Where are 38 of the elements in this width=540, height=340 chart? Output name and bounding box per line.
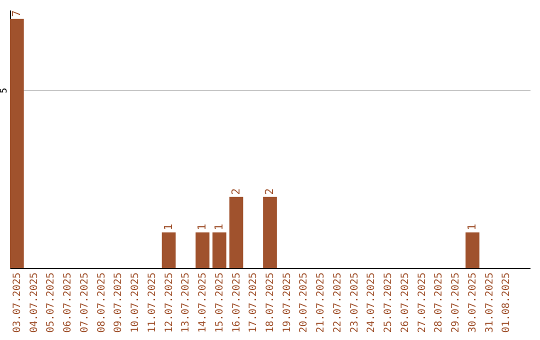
x-tick-label: 05.07.2025: [46, 272, 57, 333]
x-tick-label: 29.07.2025: [450, 272, 462, 333]
x-tick-label: 20.07.2025: [298, 272, 310, 333]
data-label: 2: [229, 188, 242, 195]
x-tick-label: 26.07.2025: [400, 272, 411, 333]
x-tick-label: 09.07.2025: [113, 272, 124, 333]
x-tick-label: 14.07.2025: [198, 272, 209, 333]
x-tick-label: 17.07.2025: [248, 272, 260, 333]
data-label: 1: [465, 224, 478, 230]
y-tick-label: 5: [0, 88, 10, 94]
x-tick-label: 24.07.2025: [366, 272, 378, 333]
data-label: 1: [162, 224, 175, 230]
data-label: 1: [196, 224, 209, 230]
x-tick-label: 13.07.2025: [180, 272, 192, 333]
x-tick-label: 08.07.2025: [96, 272, 108, 333]
data-label: 7: [10, 10, 23, 17]
x-tick-label: 18.07.2025: [265, 272, 276, 333]
data-label: 2: [263, 188, 276, 195]
x-tick-label: 10.07.2025: [130, 272, 142, 333]
x-tick-label: 22.07.2025: [332, 272, 344, 333]
x-tick-label: 04.07.2025: [28, 272, 40, 333]
x-tick-label: 06.07.2025: [62, 272, 74, 333]
data-label: 1: [212, 224, 226, 230]
x-tick-label: 30.07.2025: [467, 272, 478, 333]
x-tick-label: 15.07.2025: [214, 272, 226, 333]
x-tick-label: 25.07.2025: [383, 272, 394, 333]
x-tick-label: 07.07.2025: [79, 272, 90, 333]
x-tick-label: 19.07.2025: [282, 272, 293, 333]
x-tick-label: 31.07.2025: [484, 272, 496, 333]
x-tick-label: 03.07.2025: [12, 272, 23, 333]
x-tick-label: 28.07.2025: [434, 272, 445, 333]
x-tick-label: 11.07.2025: [146, 272, 158, 333]
x-tick-label: 23.07.2025: [349, 272, 360, 333]
x-tick-label: 21.07.2025: [316, 272, 327, 333]
x-tick-label: 01.08.2025: [501, 272, 512, 333]
x-tick-label: 16.07.2025: [231, 272, 242, 333]
x-tick-label: 12.07.2025: [164, 272, 175, 333]
x-tick-label: 27.07.2025: [416, 272, 428, 333]
